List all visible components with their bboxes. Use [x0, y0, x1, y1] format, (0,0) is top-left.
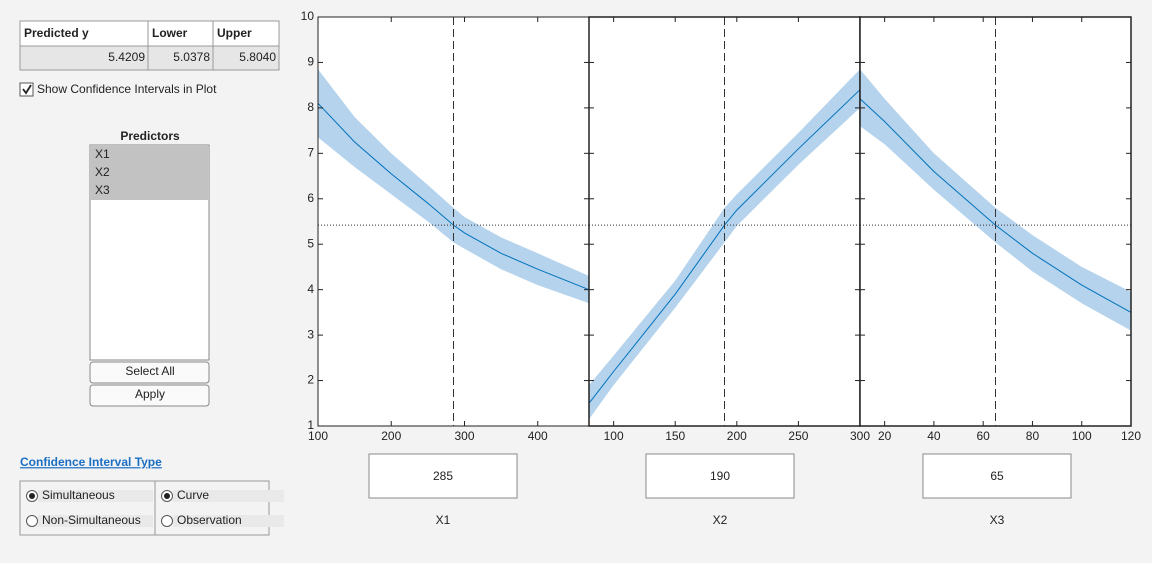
- predictor-item[interactable]: X3: [95, 183, 110, 197]
- radio-label-bg: [38, 515, 153, 527]
- x-axis-label: X3: [990, 513, 1005, 527]
- table-cell: 5.0378: [173, 50, 210, 64]
- x-tick-label: 150: [665, 429, 685, 443]
- table-row: [19, 45, 280, 71]
- x-tick-label: 200: [381, 429, 401, 443]
- confidence-band: [860, 69, 1131, 331]
- table-header: Upper: [217, 26, 252, 40]
- value-input-text[interactable]: 190: [710, 469, 730, 483]
- radio-label[interactable]: Non-Simultaneous: [42, 513, 141, 527]
- x-axis-label: X1: [436, 513, 451, 527]
- radio-circle[interactable]: [26, 515, 38, 527]
- ci-type-link[interactable]: Confidence Interval Type: [20, 455, 162, 469]
- confidence-band: [589, 69, 860, 420]
- y-tick-label: 7: [307, 146, 314, 160]
- predictor-items: X1 X2 X3: [91, 146, 208, 200]
- x-tick-label: 80: [1026, 429, 1040, 443]
- x-tick-label: 300: [850, 429, 870, 443]
- x-axis-label: X2: [713, 513, 728, 527]
- x-tick-label: 200: [727, 429, 747, 443]
- selected-row: [91, 182, 208, 200]
- table-header: Predicted y: [24, 26, 89, 40]
- value-input-text[interactable]: 285: [433, 469, 453, 483]
- y-tick-label: 5: [307, 236, 314, 250]
- value-input[interactable]: [645, 453, 795, 499]
- radio-circle[interactable]: [161, 515, 173, 527]
- checkbox-label[interactable]: Show Confidence Intervals in Plot: [37, 82, 217, 96]
- y-tick-label: 9: [307, 55, 314, 69]
- ci-checkbox[interactable]: Show Confidence Intervals in Plot: [19, 82, 217, 97]
- plot-border: [859, 16, 1132, 427]
- x-tick-label: 60: [977, 429, 991, 443]
- radio-buttons: Simultaneous Non-Simultaneous Curve Observa…: [26, 488, 284, 527]
- selected-row: [91, 164, 208, 182]
- radio-dot: [29, 493, 35, 499]
- y-tick-label: 8: [307, 100, 314, 114]
- slice-plots: 1 2 3 4 5 6 7 8 9 10 100 200 300 400 285 X1 100 150 200 250…: [301, 9, 1142, 527]
- x-tick-label: 300: [454, 429, 474, 443]
- predictor-item[interactable]: X2: [95, 165, 110, 179]
- table-header: Lower: [152, 26, 188, 40]
- radio-label-bg: [38, 490, 153, 502]
- select-all-button[interactable]: [89, 361, 210, 384]
- radio-label[interactable]: Observation: [177, 513, 242, 527]
- confidence-band: [318, 69, 589, 304]
- x-tick-label: 40: [927, 429, 941, 443]
- radio-label-bg: [173, 515, 284, 527]
- y-tick-label: 10: [301, 9, 315, 23]
- value-input[interactable]: [368, 453, 518, 499]
- y-tick-label: 1: [307, 418, 314, 432]
- x-tick-label: 100: [308, 429, 328, 443]
- button-label[interactable]: Apply: [135, 387, 165, 401]
- x-tick-label: 100: [1072, 429, 1092, 443]
- table-cell: 5.8040: [239, 50, 276, 64]
- apply-button[interactable]: [89, 384, 210, 407]
- y-tick-label: 6: [307, 191, 314, 205]
- y-tick-label: 4: [307, 282, 314, 296]
- checkbox-box[interactable]: [19, 82, 34, 97]
- value-input[interactable]: [922, 453, 1072, 499]
- predictor-item[interactable]: X1: [95, 147, 110, 161]
- y-tick-label: 2: [307, 373, 314, 387]
- radio-dot: [164, 493, 170, 499]
- list-title: Predictors: [120, 129, 180, 143]
- radio-group: [19, 480, 270, 536]
- x-tick-label: 100: [604, 429, 624, 443]
- value-input-text[interactable]: 65: [990, 469, 1004, 483]
- x-tick-label: 120: [1121, 429, 1141, 443]
- x-tick-label: 400: [528, 429, 548, 443]
- radio-label[interactable]: Curve: [177, 488, 209, 502]
- checkbox-check: [22, 84, 32, 95]
- prediction-table: Predicted y Lower Upper 5.4209 5.0378 5.…: [19, 20, 280, 71]
- radio-label[interactable]: Simultaneous: [42, 488, 115, 502]
- table-cell: 5.4209: [108, 50, 145, 64]
- x-tick-label: 250: [788, 429, 808, 443]
- x-tick-label: 20: [878, 429, 892, 443]
- selected-row: [91, 146, 208, 164]
- y-tick-label: 3: [307, 327, 314, 341]
- radio-label-bg: [173, 490, 284, 502]
- button-label[interactable]: Select All: [125, 364, 174, 378]
